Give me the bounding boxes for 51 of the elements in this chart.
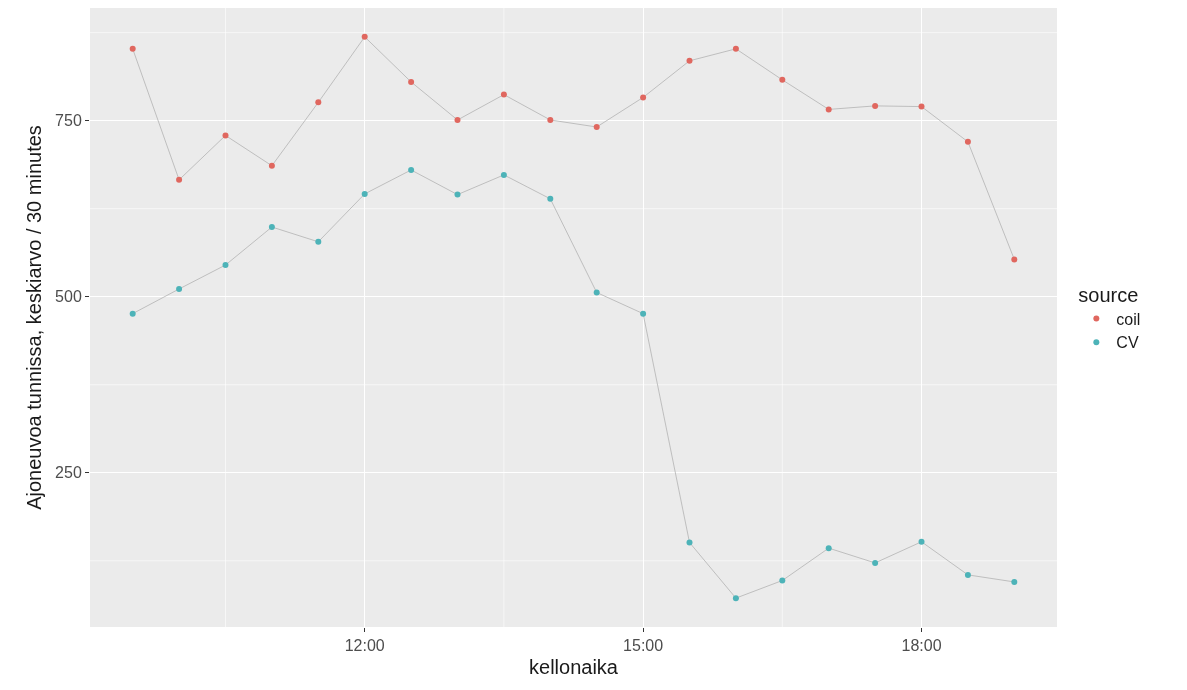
point [268,162,275,169]
point [1011,578,1018,585]
point [593,289,600,296]
y-axis-title: Ajoneuvoa tunnissa, keskiarvo / 30 minutes [22,125,45,510]
point [454,116,461,123]
point [1011,256,1018,263]
point [732,45,739,52]
point [872,102,879,109]
point [825,545,832,552]
point [964,571,971,578]
x-axis-title: kellonaika [529,655,619,678]
point [176,176,183,183]
point [593,124,600,131]
point [408,78,415,85]
legend-title: source [1078,283,1139,306]
point [361,33,368,40]
point [315,99,322,106]
legend-label: coil [1116,310,1141,328]
point [129,310,136,317]
point [129,45,136,52]
point [315,238,322,245]
point [640,94,647,101]
point [918,538,925,545]
point [686,539,693,546]
point [268,224,275,231]
point [779,76,786,83]
point [222,262,229,269]
point [454,191,461,198]
point [640,310,647,317]
point [547,116,554,123]
point [918,103,925,110]
point [825,106,832,113]
point [500,91,507,98]
point [872,559,879,566]
point [361,190,368,197]
point [547,195,554,202]
point [686,57,693,64]
point [408,166,415,173]
point [222,132,229,139]
y-tick-label: 250 [55,464,82,482]
y-tick-label: 500 [55,288,82,306]
x-tick-label: 12:00 [344,637,385,655]
point [176,285,183,292]
legend-label: CV [1116,334,1139,352]
point [779,577,786,584]
point [964,138,971,145]
y-tick-label: 750 [55,112,82,130]
x-tick-label: 15:00 [623,637,664,655]
x-tick-label: 18:00 [901,637,942,655]
point [500,171,507,178]
point [732,595,739,602]
